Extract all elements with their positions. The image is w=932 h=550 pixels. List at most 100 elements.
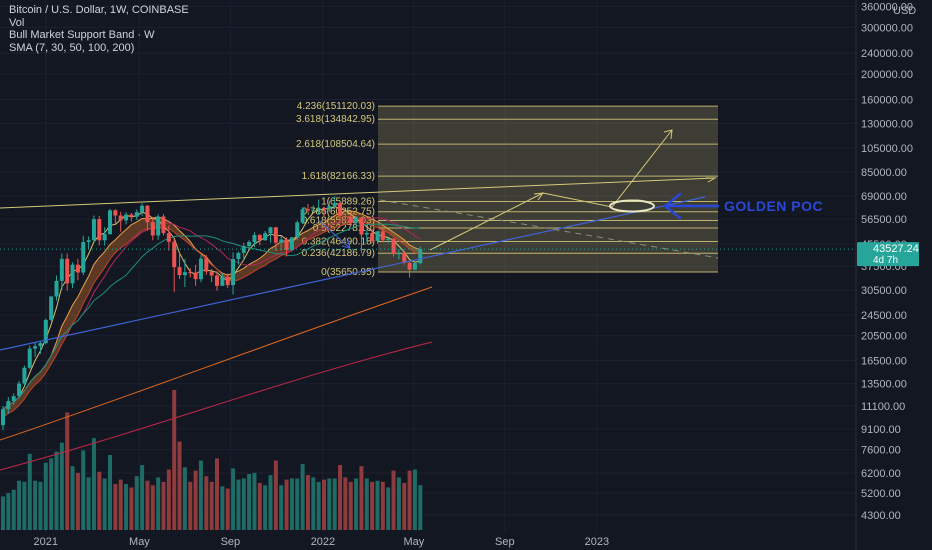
candle-body	[172, 241, 177, 268]
candle-body	[140, 205, 145, 213]
volume-bar	[412, 469, 417, 530]
fib-zone	[378, 106, 718, 273]
y-tick-label: 7600.00	[861, 445, 901, 457]
blue-pointer-arrow	[317, 219, 351, 249]
candle-body	[279, 239, 284, 243]
volume-bars	[1, 390, 423, 530]
volume-bar	[6, 493, 11, 530]
legend-symbol[interactable]: Bitcoin / U.S. Dollar, 1W, COINBASE	[9, 4, 189, 16]
fib-level-label: 0(35650.95)	[321, 267, 375, 278]
volume-bar	[386, 487, 391, 530]
dashed-projection	[379, 199, 719, 259]
candle-body	[391, 238, 396, 254]
candle-body	[343, 215, 348, 217]
volume-bar	[43, 462, 48, 530]
volume-bar	[327, 478, 332, 530]
sma-200-line	[0, 341, 433, 471]
volume-bar	[311, 477, 316, 530]
candle-body	[134, 212, 139, 217]
candle-body	[108, 210, 112, 235]
y-tick-label: 20500.00	[861, 331, 907, 343]
candle-body	[247, 241, 252, 247]
candle-body	[220, 276, 225, 286]
candle-body	[407, 262, 412, 270]
y-tick-label: 9100.00	[861, 424, 901, 436]
x-tick-label: 2023	[585, 536, 609, 548]
volume-bar	[396, 477, 401, 530]
drawings[interactable]: GOLDEN POC	[0, 129, 823, 351]
fib-level-label: 1.618(82166.33)	[302, 171, 375, 182]
volume-bar	[241, 478, 246, 530]
volume-bar	[231, 468, 236, 530]
fib-level-label: 0.618(55828.03)	[302, 216, 375, 227]
volume-bar	[70, 466, 75, 530]
candle-body	[124, 214, 129, 221]
candle-body	[118, 215, 123, 221]
volume-bar	[220, 486, 225, 530]
volume-bar	[354, 478, 359, 530]
y-tick-label: 30500.00	[861, 285, 907, 297]
candle-body	[145, 205, 150, 223]
y-unit-label: USD	[893, 5, 916, 17]
chart-legend: Bitcoin / U.S. Dollar, 1W, COINBASE Vol …	[9, 4, 189, 54]
candle-body	[396, 253, 401, 255]
y-tick-label: 200000.00	[861, 69, 913, 81]
sma-100-line	[0, 286, 433, 441]
candle-body	[418, 249, 423, 264]
y-tick-label: 160000.00	[861, 95, 913, 107]
candle-body	[86, 240, 91, 242]
volume-bar	[156, 477, 161, 530]
candle-body	[6, 400, 11, 410]
fib-level-label: 0.236(42186.79)	[302, 248, 375, 259]
y-tick-label: 85000.00	[861, 167, 907, 179]
y-tick-label: 56500.00	[861, 214, 907, 226]
legend-sma[interactable]: SMA (7, 30, 50, 100, 200)	[9, 41, 135, 54]
candle-body	[188, 272, 193, 274]
volume-bar	[322, 479, 326, 530]
volume-bar	[380, 481, 385, 530]
y-tick-label: 240000.00	[861, 48, 913, 60]
y-tick-label: 16500.00	[861, 356, 907, 368]
volume-bar	[273, 460, 278, 530]
volume-bar	[11, 489, 16, 530]
candle-body	[150, 222, 155, 236]
candle-body	[322, 208, 326, 210]
last-price-tag	[857, 242, 919, 267]
x-tick-label: Sep	[495, 536, 515, 548]
candle-body	[209, 271, 214, 276]
volume-bar	[407, 470, 412, 530]
candle-body	[300, 209, 305, 223]
legend-bmsb[interactable]: Bull Market Support Band · W	[9, 29, 155, 41]
candle-body	[311, 209, 316, 211]
candle-body	[1, 409, 5, 426]
support-trendline	[0, 196, 706, 351]
candle-body	[354, 217, 359, 223]
candle-body	[348, 216, 353, 223]
volume-bar	[215, 458, 219, 530]
candle-body	[166, 233, 171, 242]
candle-body	[412, 263, 417, 270]
candle-body	[215, 275, 219, 286]
candle-body	[231, 259, 236, 286]
volume-bar	[59, 442, 64, 530]
candle-body	[327, 206, 332, 209]
volume-bar	[145, 480, 150, 530]
volume-bar	[300, 463, 305, 530]
volume-bar	[257, 482, 262, 530]
legend-vol[interactable]: Vol	[9, 16, 25, 29]
fib-level-label: 3.618(134842.95)	[296, 114, 375, 125]
volume-bar	[316, 481, 321, 530]
volume-bar	[54, 451, 59, 530]
volume-bar	[33, 480, 38, 530]
volume-bar	[348, 481, 353, 530]
candle-body	[268, 227, 273, 234]
volume-bar	[193, 470, 198, 530]
volume-bar	[268, 475, 273, 530]
candle-body	[338, 203, 343, 216]
candlesticks[interactable]	[1, 196, 423, 431]
volume-bar	[86, 477, 91, 530]
y-tick-label: 4300.00	[861, 510, 901, 522]
golden-pocket-arrow	[662, 192, 720, 220]
volume-bar	[204, 476, 209, 530]
